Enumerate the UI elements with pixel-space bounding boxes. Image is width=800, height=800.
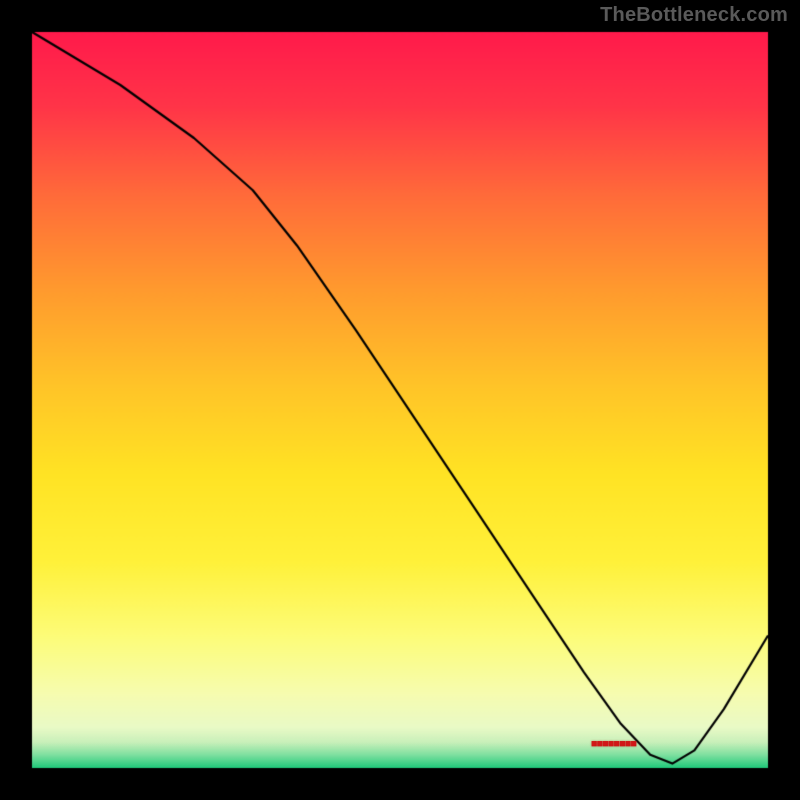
watermark-label: TheBottleneck.com (600, 4, 788, 27)
chart-annotation: ■■■■■■■■ (591, 738, 636, 750)
bottleneck-chart-canvas (0, 0, 800, 800)
